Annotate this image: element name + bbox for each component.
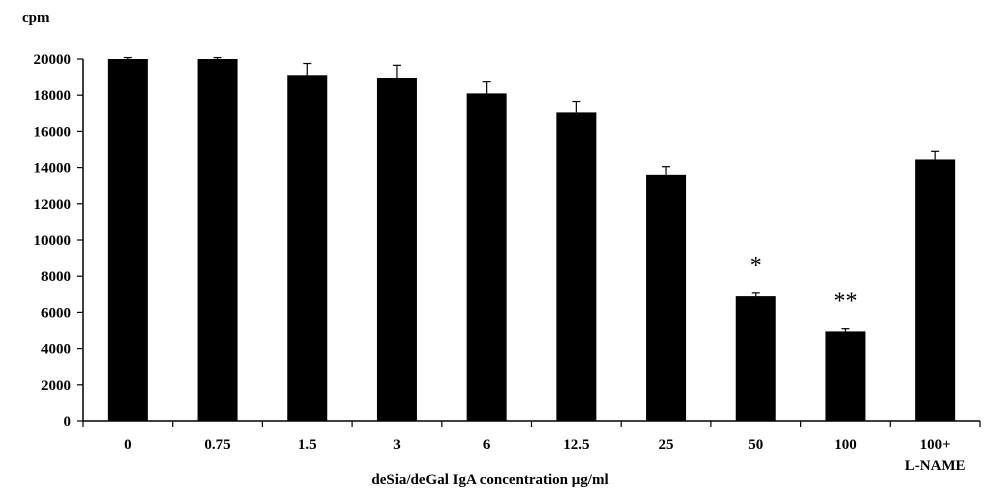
x-tick-label: 6 bbox=[483, 437, 491, 453]
significance-marker: ** bbox=[833, 289, 857, 315]
y-tick-label: 6000 bbox=[41, 305, 71, 321]
y-tick-label: 4000 bbox=[41, 342, 71, 358]
x-axis-label: deSia/deGal IgA concentration μg/ml bbox=[371, 472, 608, 488]
bar bbox=[287, 75, 328, 421]
bar bbox=[915, 159, 956, 421]
bar bbox=[197, 59, 238, 421]
x-tick-label: 1.5 bbox=[298, 437, 317, 453]
x-tick-label: 50 bbox=[748, 437, 763, 453]
x-tick-label: 100 bbox=[834, 437, 857, 453]
error-bars bbox=[123, 56, 940, 332]
bar bbox=[376, 78, 417, 421]
y-tick-label: 20000 bbox=[34, 52, 72, 68]
bar bbox=[825, 331, 866, 421]
x-tick-label: 25 bbox=[659, 437, 674, 453]
y-tick-label: 16000 bbox=[34, 124, 72, 140]
x-tick-label: 0 bbox=[124, 437, 132, 453]
y-tick-label: 12000 bbox=[34, 197, 72, 213]
x-tick-label: 12.5 bbox=[563, 437, 589, 453]
bar bbox=[646, 174, 687, 421]
y-tick-label: 18000 bbox=[34, 88, 72, 104]
x-tick-label: 0.75 bbox=[204, 437, 230, 453]
bar bbox=[107, 59, 148, 421]
significance-marker: * bbox=[750, 253, 762, 279]
y-tick-label: 8000 bbox=[41, 269, 71, 285]
y-axis-label: cpm bbox=[22, 10, 50, 26]
y-tick-label: 2000 bbox=[41, 378, 71, 394]
bar bbox=[466, 93, 507, 421]
y-tick-label: 14000 bbox=[34, 161, 72, 177]
bar bbox=[556, 112, 597, 422]
x-tick-label-line2: L-NAME bbox=[905, 458, 966, 474]
x-axis-ticks: 0 0.75 1.5 3 6 12.5 25 50 100 100+ L-NAME bbox=[82, 421, 981, 474]
x-tick-label: 100+ bbox=[920, 437, 951, 453]
significance-annotations: *** bbox=[750, 253, 858, 315]
bars bbox=[107, 59, 956, 422]
bar bbox=[735, 296, 776, 421]
y-axis-ticks: 0 2000 4000 6000 8000 10000 12000 14000 16000 180… bbox=[34, 52, 83, 430]
y-tick-label: 10000 bbox=[34, 233, 72, 249]
x-tick-label: 3 bbox=[393, 437, 401, 453]
y-tick-label: 0 bbox=[64, 414, 72, 430]
